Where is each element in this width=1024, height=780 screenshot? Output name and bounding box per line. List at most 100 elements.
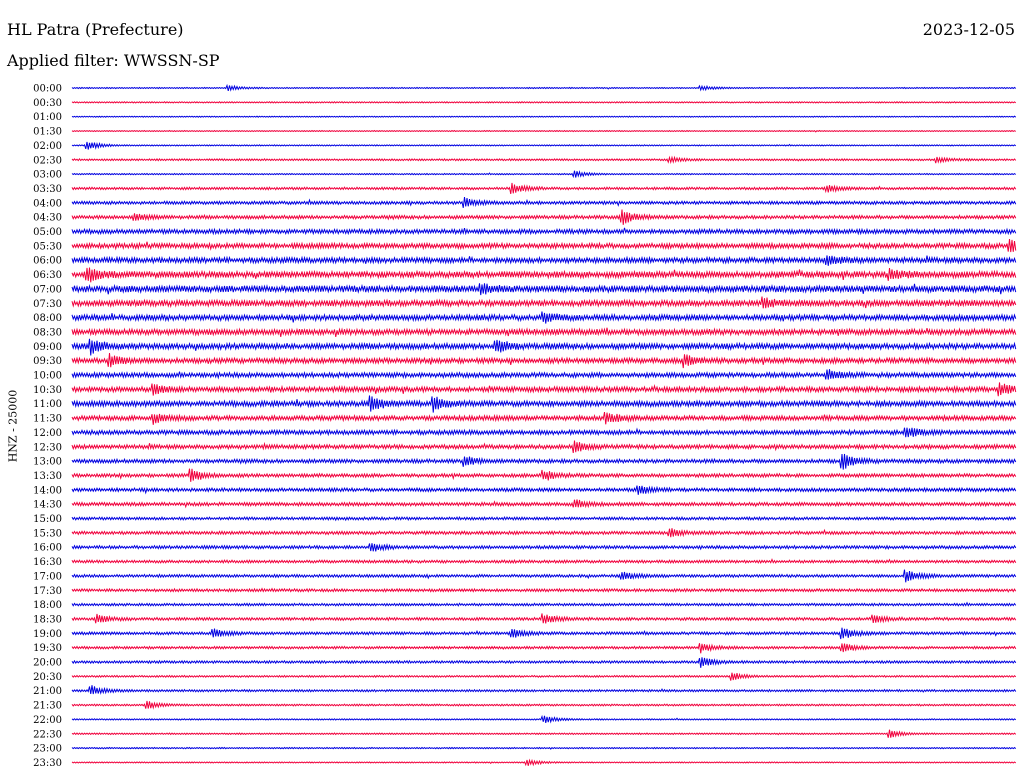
trace-line [71, 685, 1017, 695]
trace-line [71, 141, 1017, 150]
trace-line [71, 453, 1017, 470]
trace-line [71, 369, 1017, 380]
row-time-label: 12:30 [33, 442, 62, 453]
trace-line [71, 115, 1017, 118]
row-time-label: 16:00 [33, 543, 62, 554]
trace-line [71, 499, 1017, 509]
trace-line [71, 129, 1017, 133]
trace-line [71, 627, 1017, 640]
trace-line [71, 239, 1017, 253]
date-label: 2023-12-05 [922, 20, 1015, 39]
row-time-label: 15:00 [33, 514, 62, 525]
trace-line [71, 209, 1017, 225]
row-time-label: 19:30 [33, 643, 62, 654]
trace-line [71, 672, 1017, 681]
trace-line [71, 411, 1017, 425]
row-time-label: 01:00 [33, 112, 62, 123]
row-time-label: 10:00 [33, 371, 62, 382]
trace-line [71, 382, 1017, 397]
row-time-label: 20:30 [33, 672, 62, 683]
row-time-label: 10:30 [33, 385, 62, 396]
row-time-label: 14:30 [33, 500, 62, 511]
row-time-label: 21:30 [33, 701, 62, 712]
trace-line [71, 296, 1017, 309]
trace-line [71, 83, 1017, 92]
trace-line [71, 569, 1017, 583]
row-time-label: 14:00 [33, 485, 62, 496]
row-time-label: 06:30 [33, 270, 62, 281]
row-time-label: 15:30 [33, 528, 62, 539]
trace-line [71, 283, 1017, 296]
row-time-label: 02:30 [33, 155, 62, 166]
trace-line [71, 352, 1017, 369]
trace-line [71, 643, 1017, 654]
row-time-label: 07:00 [33, 284, 62, 295]
row-time-label: 13:30 [33, 471, 62, 482]
row-time-label: 23:30 [33, 758, 62, 769]
trace-line [71, 267, 1017, 283]
trace-line [71, 700, 1017, 710]
trace-line [71, 657, 1017, 668]
row-time-label: 20:00 [33, 658, 62, 669]
row-time-label: 17:30 [33, 586, 62, 597]
trace-line [71, 170, 1017, 179]
trace-line [71, 155, 1017, 165]
row-time-label: 18:30 [33, 614, 62, 625]
trace-line [71, 338, 1017, 356]
trace-line [71, 528, 1017, 538]
row-time-label: 04:30 [33, 213, 62, 224]
row-time-label: 12:00 [33, 428, 62, 439]
row-time-label: 16:30 [33, 557, 62, 568]
trace-line [71, 227, 1017, 236]
trace-line [71, 746, 1017, 750]
row-time-label: 05:00 [33, 227, 62, 238]
trace-line [71, 542, 1017, 552]
row-time-label: 21:00 [33, 686, 62, 697]
row-time-label: 03:30 [33, 184, 62, 195]
row-time-label: 19:00 [33, 629, 62, 640]
row-time-label: 22:00 [33, 715, 62, 726]
row-time-label: 09:00 [33, 342, 62, 353]
trace-line [71, 327, 1017, 338]
trace-line [71, 613, 1017, 624]
station-title: HL Patra (Prefecture) [7, 20, 184, 39]
row-time-label: 23:00 [33, 744, 62, 755]
filter-label: Applied filter: WWSSN-SP [7, 51, 220, 70]
trace-line [71, 427, 1017, 438]
trace-line [71, 558, 1017, 565]
row-time-label: 05:30 [33, 241, 62, 252]
row-time-label: 11:30 [33, 414, 62, 425]
row-time-label: 06:00 [33, 256, 62, 267]
row-time-label: 03:00 [33, 170, 62, 181]
trace-line [71, 515, 1017, 522]
trace-line [71, 255, 1017, 266]
trace-line [71, 729, 1017, 738]
trace-line [71, 601, 1017, 607]
trace-line [71, 440, 1017, 453]
row-time-label: 08:00 [33, 313, 62, 324]
trace-line [71, 395, 1017, 413]
row-time-label: 01:30 [33, 127, 62, 138]
trace-line [71, 182, 1017, 194]
trace-line [71, 758, 1017, 767]
trace-line [71, 714, 1017, 724]
trace-line [71, 311, 1017, 324]
trace-line [71, 485, 1017, 495]
row-time-label: 08:30 [33, 327, 62, 338]
trace-line [71, 468, 1017, 482]
row-time-label: 00:30 [33, 98, 62, 109]
row-time-label: 17:00 [33, 571, 62, 582]
row-time-label: 07:30 [33, 299, 62, 310]
row-time-label: 18:00 [33, 600, 62, 611]
row-time-label: 09:30 [33, 356, 62, 367]
row-time-label: 04:00 [33, 198, 62, 209]
row-time-label: 02:00 [33, 141, 62, 152]
trace-line [71, 101, 1017, 104]
row-time-label: 22:30 [33, 729, 62, 740]
row-time-label: 00:00 [33, 84, 62, 95]
row-time-label: 13:00 [33, 457, 62, 468]
trace-line [71, 197, 1017, 208]
row-time-label: 11:00 [33, 399, 62, 410]
